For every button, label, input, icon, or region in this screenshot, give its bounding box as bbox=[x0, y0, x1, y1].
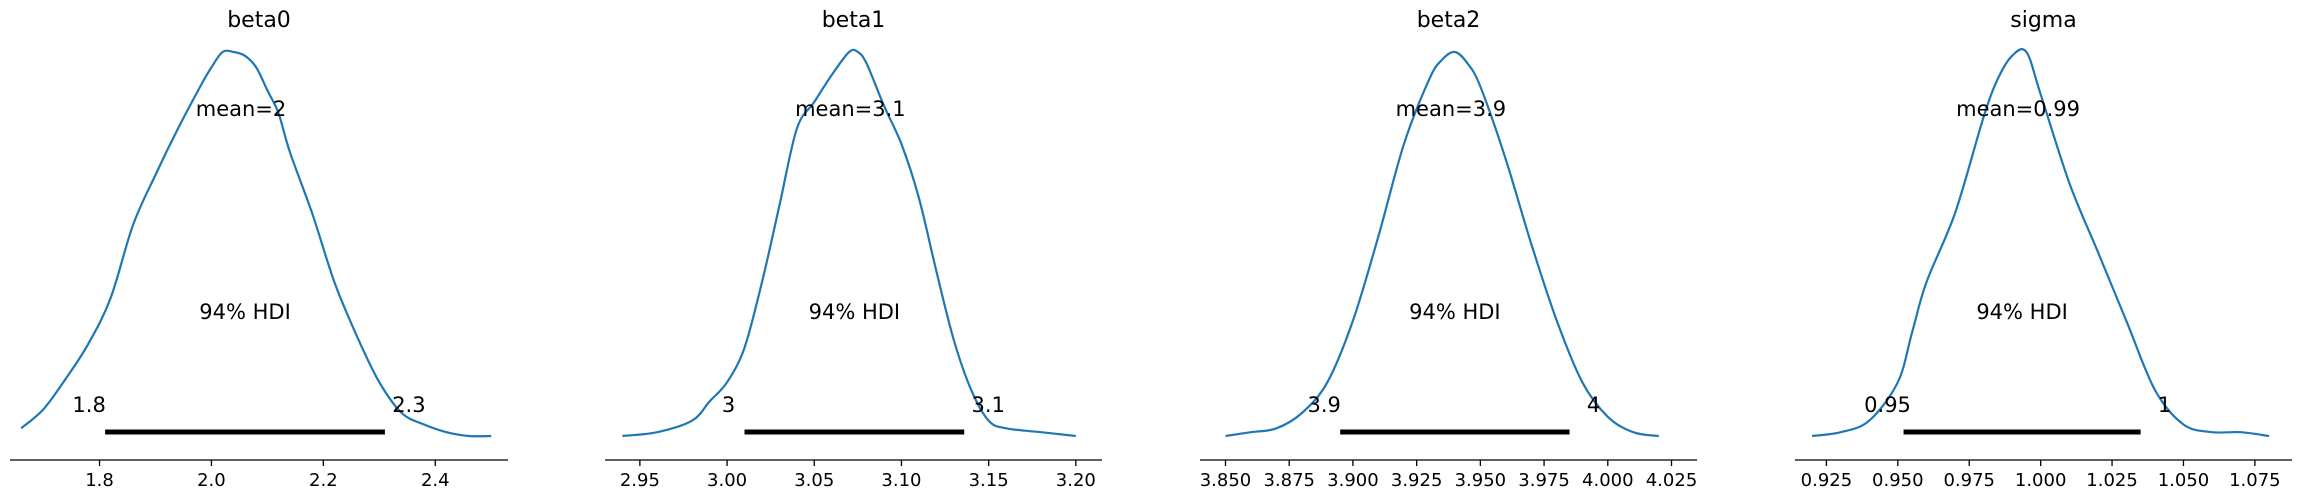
x-tick-label: 1.075 bbox=[2229, 470, 2281, 491]
kde-line bbox=[20, 49, 492, 438]
x-tick-label: 2.2 bbox=[309, 470, 338, 491]
hdi-label: 94% HDI bbox=[199, 300, 291, 324]
x-tick-label: 3.20 bbox=[1056, 470, 1096, 491]
mean-label: mean=3.9 bbox=[1396, 97, 1507, 121]
hdi-lower-label: 3.9 bbox=[1307, 393, 1340, 417]
hdi-label: 94% HDI bbox=[1409, 300, 1501, 324]
hdi-upper-label: 4 bbox=[1587, 393, 1600, 417]
panel-beta0: beta0 mean=2 94% HDI 1.8 2.3 1.8 2.0 2.2 2.4 bbox=[10, 8, 508, 491]
panel-beta1: beta1 mean=3.1 94% HDI 3 3.1 2.95 3.00 3.05 3.10… bbox=[605, 8, 1102, 491]
hdi-lower-label: 3 bbox=[722, 393, 735, 417]
kde-line bbox=[622, 48, 1076, 438]
x-tick-label: 3.975 bbox=[1518, 470, 1570, 491]
x-tick-label: 0.925 bbox=[1801, 470, 1853, 491]
x-tick-label: 4.025 bbox=[1646, 470, 1698, 491]
x-tick-label: 1.8 bbox=[85, 470, 114, 491]
panel-sigma: sigma mean=0.99 94% HDI 0.95 1 0.925 0.950 0.97… bbox=[1795, 8, 2292, 491]
panel-title: beta1 bbox=[822, 8, 886, 33]
panel-title: beta2 bbox=[1417, 8, 1481, 33]
hdi-label: 94% HDI bbox=[1976, 300, 2068, 324]
kde-line bbox=[1811, 48, 2270, 438]
x-tick-label: 3.05 bbox=[794, 470, 834, 491]
x-tick-label: 1.000 bbox=[2015, 470, 2067, 491]
panel-title: sigma bbox=[2010, 8, 2076, 33]
kde-line bbox=[1225, 50, 1659, 438]
x-tick-label: 3.15 bbox=[969, 470, 1009, 491]
x-tick-label: 1.050 bbox=[2158, 470, 2210, 491]
x-tick-label: 1.025 bbox=[2086, 470, 2138, 491]
x-tick-label: 0.975 bbox=[1943, 470, 1995, 491]
hdi-label: 94% HDI bbox=[809, 300, 901, 324]
x-tick-label: 3.925 bbox=[1391, 470, 1443, 491]
x-tick-label: 2.0 bbox=[197, 470, 226, 491]
x-tick-label: 3.875 bbox=[1263, 470, 1315, 491]
x-tick-label: 4.000 bbox=[1582, 470, 1634, 491]
hdi-upper-label: 1 bbox=[2158, 393, 2171, 417]
x-tick-label: 3.00 bbox=[707, 470, 747, 491]
x-tick-label: 3.10 bbox=[881, 470, 921, 491]
x-tick-label: 2.4 bbox=[421, 470, 450, 491]
hdi-lower-label: 0.95 bbox=[1864, 393, 1911, 417]
x-tick-label: 3.900 bbox=[1327, 470, 1379, 491]
hdi-upper-label: 2.3 bbox=[392, 393, 425, 417]
hdi-upper-label: 3.1 bbox=[972, 393, 1005, 417]
mean-label: mean=3.1 bbox=[795, 97, 906, 121]
panel-title: beta0 bbox=[227, 8, 291, 33]
x-tick-label: 0.950 bbox=[1872, 470, 1924, 491]
mean-label: mean=2 bbox=[196, 97, 287, 121]
mean-label: mean=0.99 bbox=[1956, 97, 2080, 121]
hdi-lower-label: 1.8 bbox=[72, 393, 105, 417]
x-tick-label: 3.850 bbox=[1200, 470, 1252, 491]
panel-beta2: beta2 mean=3.9 94% HDI 3.9 4 3.850 3.875 3.900 3… bbox=[1200, 8, 1698, 491]
x-tick-label: 2.95 bbox=[620, 470, 660, 491]
x-tick-label: 3.950 bbox=[1455, 470, 1507, 491]
